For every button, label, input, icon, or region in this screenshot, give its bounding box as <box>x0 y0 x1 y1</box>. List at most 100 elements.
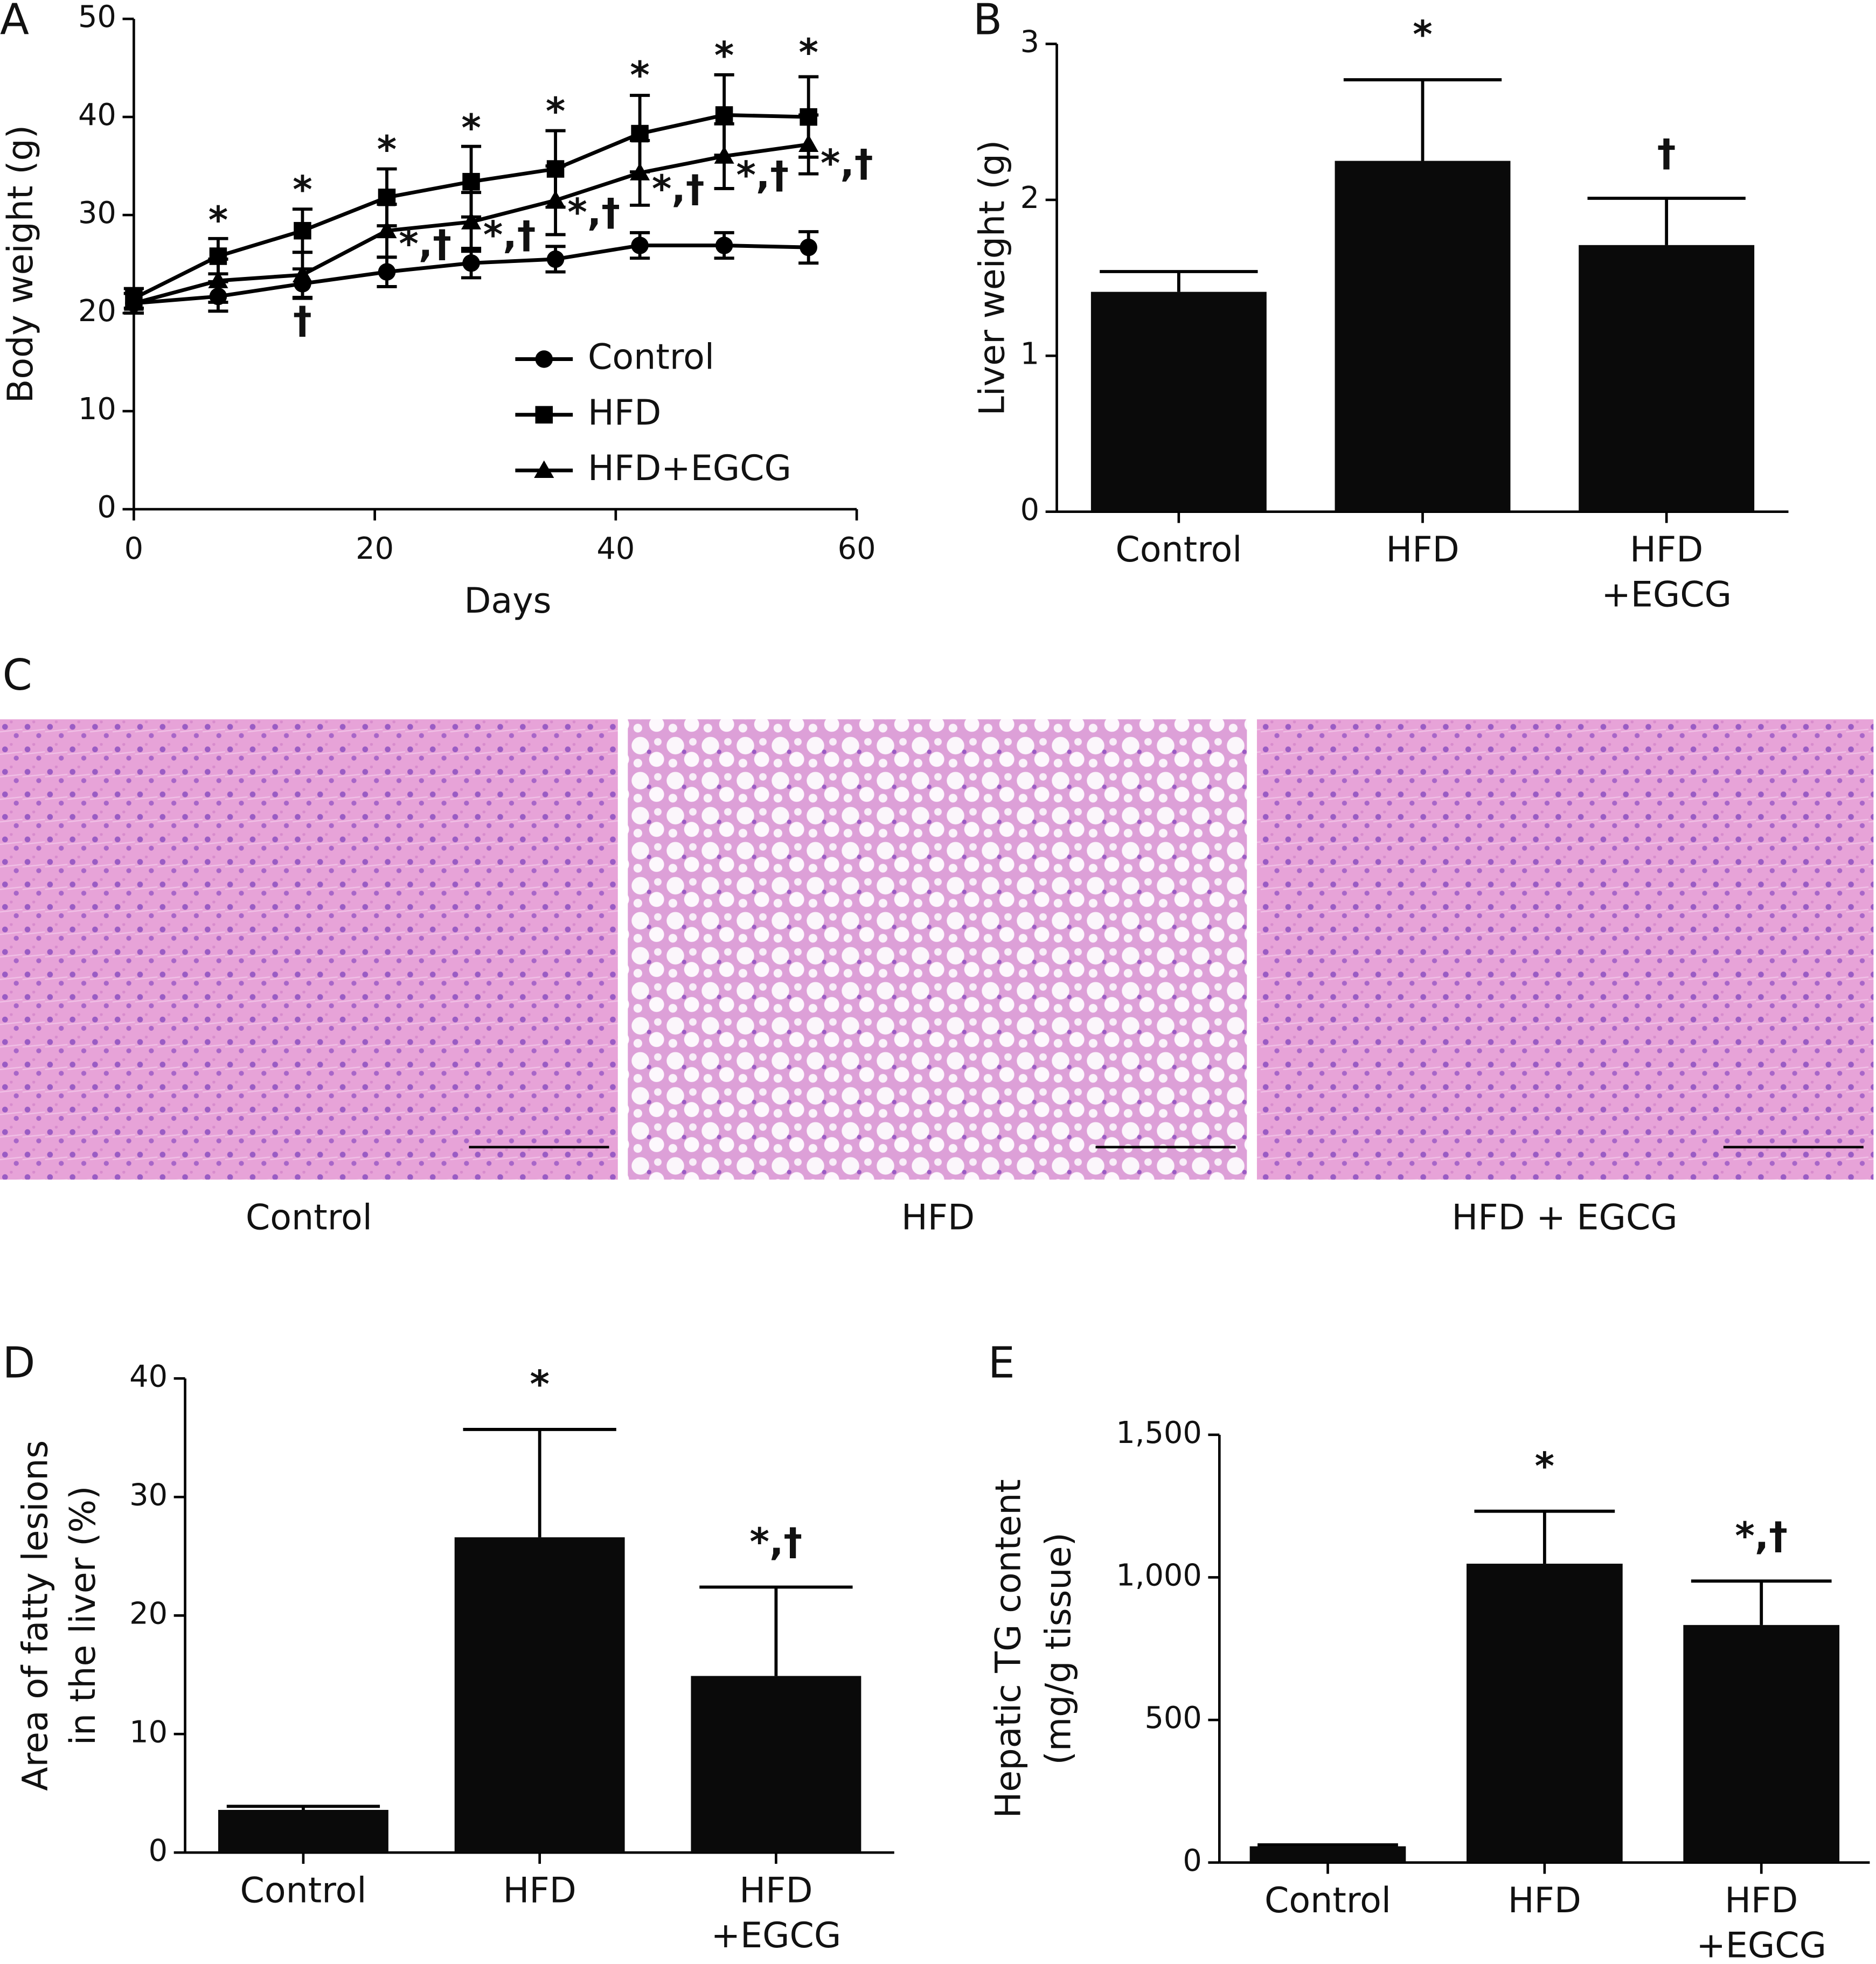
y-tick-label: 40 <box>78 98 116 133</box>
error-bar <box>1100 270 1258 292</box>
bar <box>218 1809 388 1853</box>
y-tick-label: 10 <box>78 392 116 427</box>
bar <box>454 1537 625 1853</box>
marker <box>461 212 482 230</box>
annotation: † <box>293 299 312 342</box>
error-bar <box>226 1805 380 1810</box>
y-tick-label: 500 <box>1144 1701 1201 1736</box>
bar <box>1466 1564 1623 1863</box>
legend-marker <box>535 350 553 368</box>
x-tick-label: Control <box>1264 1880 1391 1921</box>
x-tick-label: 60 <box>838 531 876 566</box>
x-tick-label: 20 <box>356 531 394 566</box>
legend-label: Control <box>588 337 714 378</box>
error-bar <box>1343 78 1502 161</box>
panel-letter: A <box>0 0 29 45</box>
x-tick-label: HFD <box>1508 1880 1581 1921</box>
annotation: * <box>461 107 481 150</box>
bar <box>1579 245 1755 512</box>
annotation: * <box>377 128 397 172</box>
bar <box>1090 292 1267 512</box>
panel-letter: E <box>988 1338 1015 1388</box>
marker <box>798 134 819 152</box>
y-tick-label: 20 <box>78 294 116 329</box>
y-axis-label: Hepatic TG content <box>989 1479 1029 1818</box>
x-axis-label: Days <box>464 581 551 621</box>
y-tick-label: 1,000 <box>1116 1558 1201 1593</box>
annotation: *,† <box>483 213 536 257</box>
error-bar <box>1474 1509 1615 1564</box>
y-axis-label: in the liver (%) <box>63 1486 103 1745</box>
marker <box>292 265 313 283</box>
y-tick-label: 0 <box>149 1833 168 1868</box>
annotation: * <box>1413 13 1432 57</box>
histology-image <box>1256 719 1874 1180</box>
bar <box>1249 1846 1406 1863</box>
marker <box>800 238 817 256</box>
x-tick-label: Control <box>1115 530 1242 570</box>
panel-letter: D <box>3 1338 36 1388</box>
y-axis-label: Liver weight (g) <box>972 140 1013 416</box>
marker <box>377 220 397 239</box>
annotation: *,† <box>1735 1514 1788 1558</box>
legend-marker <box>535 406 553 424</box>
x-tick-label: HFD <box>1386 530 1459 570</box>
annotation: *,† <box>821 142 873 185</box>
image-caption: HFD + EGCG <box>1451 1198 1677 1238</box>
y-tick-label: 2 <box>1020 181 1039 216</box>
annotation: *,† <box>750 1521 803 1564</box>
y-tick-label: 0 <box>1183 1843 1201 1878</box>
y-tick-label: 1 <box>1020 336 1039 371</box>
y-tick-label: 40 <box>129 1359 168 1394</box>
annotation: *,† <box>736 154 789 197</box>
image-caption: HFD <box>901 1198 975 1238</box>
annotation: * <box>630 53 649 97</box>
annotation: * <box>714 34 734 78</box>
x-tick-label: 0 <box>124 531 143 566</box>
annotation: *,† <box>652 167 705 211</box>
marker <box>462 172 480 191</box>
legend-marker <box>534 460 554 478</box>
annotation: *,† <box>399 222 451 266</box>
annotation: * <box>293 168 312 212</box>
y-axis-label: Area of fatty lesions <box>16 1440 56 1791</box>
y-tick-label: 50 <box>78 0 116 34</box>
histology-image <box>0 719 618 1180</box>
error-bar <box>1587 197 1746 245</box>
annotation: † <box>1657 131 1676 175</box>
marker <box>294 221 311 240</box>
annotation: * <box>546 90 565 134</box>
legend-label: HFD <box>588 393 661 433</box>
bar <box>1683 1625 1840 1863</box>
marker <box>462 254 480 272</box>
y-tick-label: 0 <box>97 490 116 525</box>
histology-panel: C Control HFD HFD + EGCG <box>0 650 1874 1238</box>
y-tick-label: 3 <box>1020 25 1039 60</box>
marker <box>545 190 566 208</box>
panel-letter: C <box>3 650 32 700</box>
bar <box>1335 161 1511 512</box>
error-bar <box>1691 1579 1832 1625</box>
image-caption: Control <box>246 1198 372 1238</box>
x-tick-label: HFD <box>1630 530 1703 570</box>
error-bar <box>463 1428 616 1538</box>
histology-image <box>628 719 1247 1180</box>
x-tick-label: +EGCG <box>1601 575 1732 615</box>
x-tick-label: HFD <box>1725 1880 1798 1921</box>
y-tick-label: 30 <box>129 1477 168 1512</box>
marker <box>630 163 650 181</box>
annotation: * <box>530 1363 549 1406</box>
annotation: * <box>209 199 228 242</box>
panel-letter: B <box>973 0 1002 45</box>
x-tick-label: +EGCG <box>711 1916 842 1956</box>
x-tick-label: 40 <box>596 531 635 566</box>
marker <box>378 263 396 281</box>
y-axis-label: Body weight (g) <box>1 125 41 403</box>
marker <box>715 237 733 254</box>
y-tick-label: 30 <box>78 196 116 231</box>
marker <box>546 250 565 268</box>
x-tick-label: Control <box>240 1870 366 1911</box>
y-tick-label: 0 <box>1020 492 1039 528</box>
error-bar <box>699 1585 853 1676</box>
